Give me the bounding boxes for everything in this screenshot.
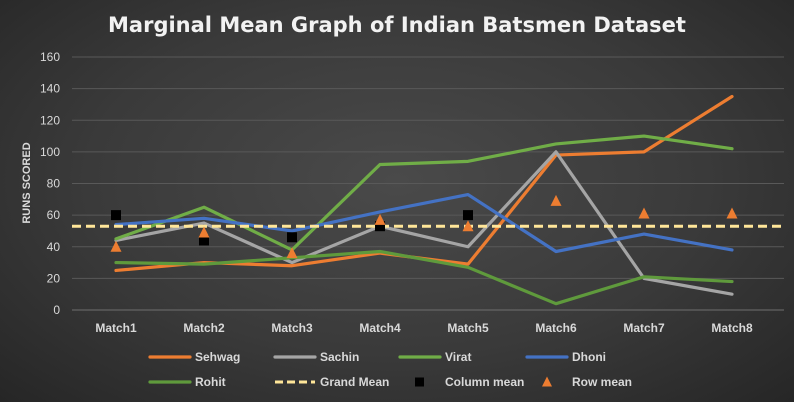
series-lines <box>72 94 784 306</box>
legend-label: Dhoni <box>572 350 606 364</box>
x-tick-label: Match6 <box>535 321 577 335</box>
legend-swatch <box>415 377 424 387</box>
series-line-dhoni <box>114 192 734 254</box>
legend-label: Rohit <box>195 375 226 389</box>
x-tick-label: Match4 <box>359 321 401 335</box>
y-tick-label: 0 <box>53 303 60 317</box>
y-tick-label: 140 <box>40 82 60 96</box>
x-axis-ticks: Match1 Match2 Match3 Match4 Match5 Match6 Matc… <box>95 321 753 335</box>
y-tick-label: 160 <box>40 50 60 64</box>
legend: Sehwag Sachin Virat Dhoni Rohit Grand Mean Col… <box>148 350 632 389</box>
chart-title: Marginal Mean Graph of Indian Batsmen Da… <box>108 13 686 37</box>
legend-item-grand-mean: Grand Mean <box>275 375 389 389</box>
x-tick-label: Match8 <box>711 321 753 335</box>
legend-swatch <box>542 376 552 387</box>
row-mean-marker <box>198 226 210 238</box>
legend-label: Virat <box>445 350 471 364</box>
y-tick-label: 20 <box>47 271 61 285</box>
y-tick-label: 120 <box>40 113 60 127</box>
column-mean-marker <box>287 232 297 243</box>
mean-markers <box>110 194 738 259</box>
legend-label: Grand Mean <box>320 375 389 389</box>
legend-item-sachin: Sachin <box>273 350 359 364</box>
series-line-rohit <box>114 249 734 306</box>
y-tick-label: 100 <box>40 145 60 159</box>
series-line-virat <box>114 134 734 252</box>
x-tick-label: Match7 <box>623 321 665 335</box>
legend-item-sehwag: Sehwag <box>148 350 240 364</box>
legend-item-row-mean: Row mean <box>542 375 632 389</box>
row-mean-marker <box>638 207 650 219</box>
legend-label: Column mean <box>445 375 524 389</box>
y-tick-label: 40 <box>47 240 61 254</box>
row-mean-marker <box>374 213 386 225</box>
row-mean-marker <box>110 240 122 252</box>
row-mean-marker <box>726 207 738 219</box>
row-mean-marker <box>286 247 298 259</box>
legend-label: Row mean <box>572 375 632 389</box>
column-mean-marker <box>463 210 473 221</box>
legend-item-virat: Virat <box>398 350 471 364</box>
x-tick-label: Match5 <box>447 321 489 335</box>
column-mean-marker <box>199 235 209 246</box>
y-axis-label: RUNS SCORED <box>21 142 33 223</box>
gridlines <box>72 56 784 311</box>
series-line-sachin <box>114 150 734 296</box>
y-tick-label: 80 <box>47 177 61 191</box>
x-tick-label: Match2 <box>183 321 225 335</box>
y-axis-ticks: 0 20 40 60 80 100 120 140 160 <box>40 50 60 317</box>
y-tick-label: 60 <box>47 208 61 222</box>
legend-item-column-mean: Column mean <box>415 375 524 389</box>
legend-label: Sachin <box>320 350 359 364</box>
legend-label: Sehwag <box>195 350 240 364</box>
legend-item-dhoni: Dhoni <box>525 350 606 364</box>
column-mean-marker <box>375 221 385 232</box>
column-mean-marker <box>111 210 121 221</box>
row-mean-marker <box>550 194 562 206</box>
x-tick-label: Match1 <box>95 321 137 335</box>
row-mean-marker <box>462 220 474 232</box>
legend-item-rohit: Rohit <box>148 375 226 389</box>
x-tick-label: Match3 <box>271 321 313 335</box>
